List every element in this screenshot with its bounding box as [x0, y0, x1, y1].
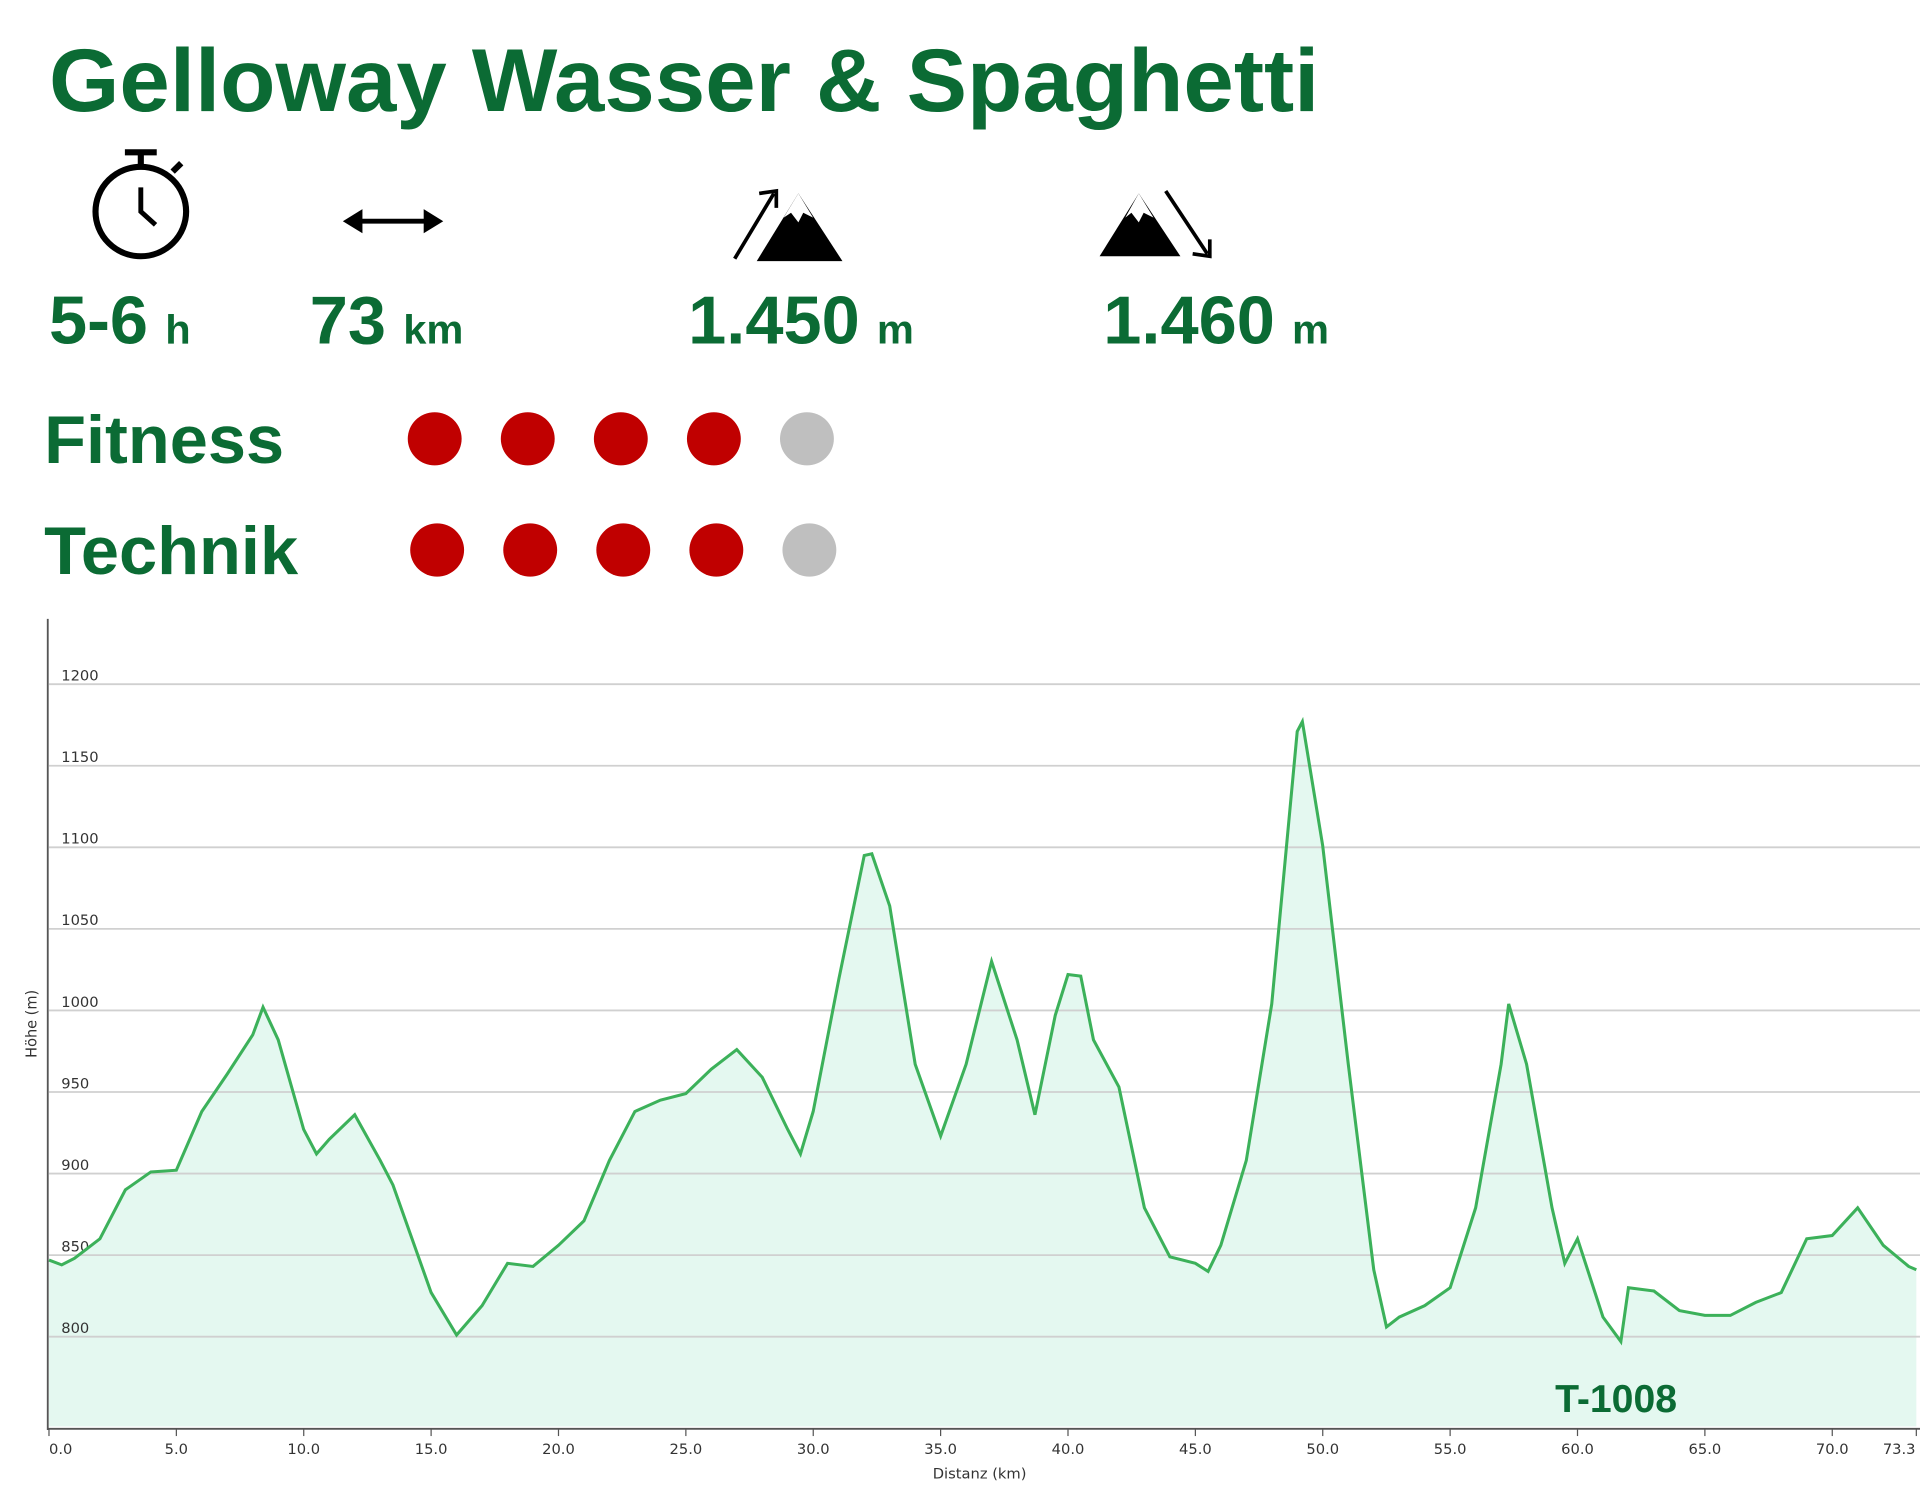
- rating-dot: [782, 523, 837, 577]
- stat-unit: m: [877, 307, 914, 353]
- stat: 73 km: [310, 283, 464, 359]
- y-tick-label: 1150: [61, 749, 98, 766]
- x-tick-label: 10.0: [287, 1441, 320, 1458]
- y-tick-label: 950: [61, 1075, 89, 1092]
- y-axis-label: Höhe (m): [24, 990, 41, 1058]
- ascent-icon: [733, 188, 843, 262]
- rating-dot: [686, 412, 741, 466]
- x-tick-label: 15.0: [415, 1441, 448, 1458]
- stat-value: 73: [310, 283, 386, 359]
- x-tick-label: 20.0: [542, 1441, 575, 1458]
- y-tick-label: 900: [61, 1157, 89, 1174]
- stat: 1.450 m: [688, 283, 914, 359]
- descent-icon: [1099, 189, 1212, 259]
- ratings: Fitness Technik: [44, 402, 837, 590]
- stat-unit: h: [165, 307, 190, 353]
- x-tick-label: 25.0: [670, 1441, 703, 1458]
- stat-unit: km: [403, 307, 463, 353]
- y-tick-label: 800: [61, 1320, 89, 1337]
- x-tick-label: 35.0: [924, 1441, 957, 1458]
- stat: 1.460 m: [1103, 283, 1329, 359]
- x-tick-label: 40.0: [1052, 1441, 1085, 1458]
- y-tick-label: 850: [61, 1239, 89, 1256]
- rating-dot: [503, 523, 558, 577]
- rating-dot: [596, 523, 651, 577]
- x-tick-label: 5.0: [165, 1441, 188, 1458]
- stat: 5-6 h: [49, 283, 191, 359]
- area: [48, 721, 1917, 1427]
- x-tick-label: 0.0: [49, 1441, 72, 1458]
- distance-icon: [342, 209, 444, 234]
- y-tick-label: 1100: [61, 831, 98, 848]
- stat-value: 5-6: [49, 283, 148, 359]
- x-tick-label: 50.0: [1306, 1441, 1339, 1458]
- x-tick-label: 60.0: [1561, 1441, 1594, 1458]
- rating-label: Fitness: [44, 402, 284, 478]
- y-tick-label: 1050: [61, 912, 98, 929]
- stats: 5-6 h 73 km 1.450 m 1.460 m: [49, 283, 1329, 359]
- x-tick-label: 65.0: [1689, 1441, 1722, 1458]
- x-tick-label: 73.3: [1883, 1441, 1916, 1458]
- title: Gelloway Wasser & Spaghetti: [49, 31, 1319, 131]
- annotation: T-1008: [1555, 1378, 1677, 1421]
- x-axis-label: Distanz (km): [933, 1465, 1027, 1482]
- x-tick-label: 30.0: [797, 1441, 830, 1458]
- rating-dot: [689, 523, 744, 577]
- stat-unit: m: [1292, 307, 1329, 353]
- x-tick-label: 70.0: [1816, 1441, 1849, 1458]
- stat-value: 1.450: [688, 283, 860, 359]
- rating-dot: [500, 412, 555, 466]
- rating-dot: [593, 412, 648, 466]
- stat-value: 1.460: [1103, 283, 1275, 359]
- x-tick-label: 45.0: [1179, 1441, 1212, 1458]
- elevation-chart: 800 850 900 950 1000 1050 1100 1150 1200 0.0 5.0 10…: [24, 618, 1920, 1482]
- y-tick-label: 1000: [61, 994, 98, 1011]
- elevation-line: [48, 716, 1917, 1346]
- rating-label: Technik: [44, 514, 298, 590]
- rating-dot: [780, 412, 834, 466]
- rating-dot: [407, 412, 462, 466]
- rating-dot: [410, 523, 465, 577]
- stopwatch-icon: [92, 149, 190, 260]
- y-tick-label: 1200: [61, 668, 98, 685]
- x-tick-label: 55.0: [1434, 1441, 1467, 1458]
